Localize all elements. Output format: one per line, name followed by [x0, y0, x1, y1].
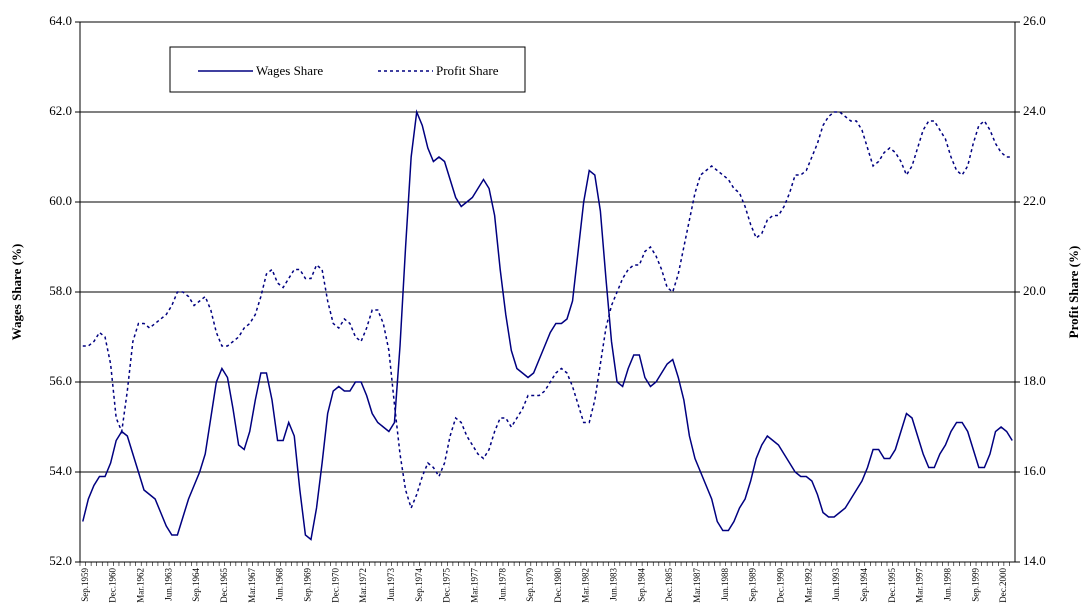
x-tick-label: Jun.1973 — [386, 568, 396, 601]
series-line — [82, 111, 1013, 511]
x-tick-label: Dec.1970 — [330, 568, 340, 603]
y-tick-label: 52.0 — [49, 553, 72, 568]
y2-axis-title: Profit Share (%) — [1066, 246, 1081, 339]
x-tick-label: Dec.1960 — [108, 568, 118, 603]
x-tick-label: Dec.1980 — [553, 568, 563, 603]
y2-tick-label: 22.0 — [1023, 193, 1046, 208]
y2-tick-label: 20.0 — [1023, 283, 1046, 298]
x-tick-label: Mar.1962 — [136, 568, 146, 603]
x-tick-label: Sep.1994 — [859, 568, 869, 602]
x-tick-label: Jun.1998 — [942, 568, 952, 601]
x-tick-label: Dec.1995 — [887, 568, 897, 603]
y2-tick-label: 24.0 — [1023, 103, 1046, 118]
x-tick-label: Sep.1999 — [970, 568, 980, 602]
x-tick-label: Jun.1993 — [831, 568, 841, 601]
y2-tick-label: 16.0 — [1023, 463, 1046, 478]
y-tick-label: 58.0 — [49, 283, 72, 298]
x-tick-label: Mar.1967 — [247, 568, 257, 603]
x-tick-label: Mar.1972 — [358, 568, 368, 603]
legend-box — [169, 46, 526, 93]
y2-tick-label: 14.0 — [1023, 553, 1046, 568]
x-tick-label: Sep.1974 — [414, 568, 424, 602]
x-tick-label: Jun.1963 — [163, 568, 173, 601]
x-tick-label: Mar.1992 — [803, 568, 813, 603]
y-tick-label: 62.0 — [49, 103, 72, 118]
y2-tick-label: 18.0 — [1023, 373, 1046, 388]
x-tick-label: Dec.1965 — [219, 568, 229, 603]
y-tick-label: 54.0 — [49, 463, 72, 478]
x-tick-label: Jun.1988 — [720, 568, 730, 601]
x-tick-label: Sep.1959 — [80, 568, 90, 602]
x-tick-label: Mar.1997 — [915, 568, 925, 603]
legend-label: Profit Share — [436, 63, 499, 78]
x-tick-label: Dec.1990 — [776, 568, 786, 603]
x-tick-label: Mar.1987 — [692, 568, 702, 603]
y-axis-title: Wages Share (%) — [9, 244, 24, 341]
y-tick-label: 64.0 — [49, 13, 72, 28]
x-tick-label: Sep.1979 — [525, 568, 535, 602]
x-tick-label: Jun.1968 — [275, 568, 285, 601]
x-tick-label: Sep.1984 — [636, 568, 646, 602]
x-tick-label: Sep.1969 — [302, 568, 312, 602]
y2-tick-label: 26.0 — [1023, 13, 1046, 28]
series-line — [82, 109, 1013, 541]
x-tick-label: Sep.1964 — [191, 568, 201, 602]
x-tick-label: Dec.2000 — [998, 568, 1008, 603]
x-tick-label: Dec.1985 — [664, 568, 674, 603]
x-tick-label: Jun.1978 — [497, 568, 507, 601]
x-tick-label: Mar.1982 — [581, 568, 591, 603]
x-tick-label: Mar.1977 — [469, 568, 479, 603]
y-tick-label: 56.0 — [49, 373, 72, 388]
x-tick-label: Sep.1989 — [748, 568, 758, 602]
x-tick-label: Jun.1983 — [609, 568, 619, 601]
legend-label: Wages Share — [256, 63, 323, 78]
y-tick-label: 60.0 — [49, 193, 72, 208]
x-tick-label: Dec.1975 — [442, 568, 452, 603]
